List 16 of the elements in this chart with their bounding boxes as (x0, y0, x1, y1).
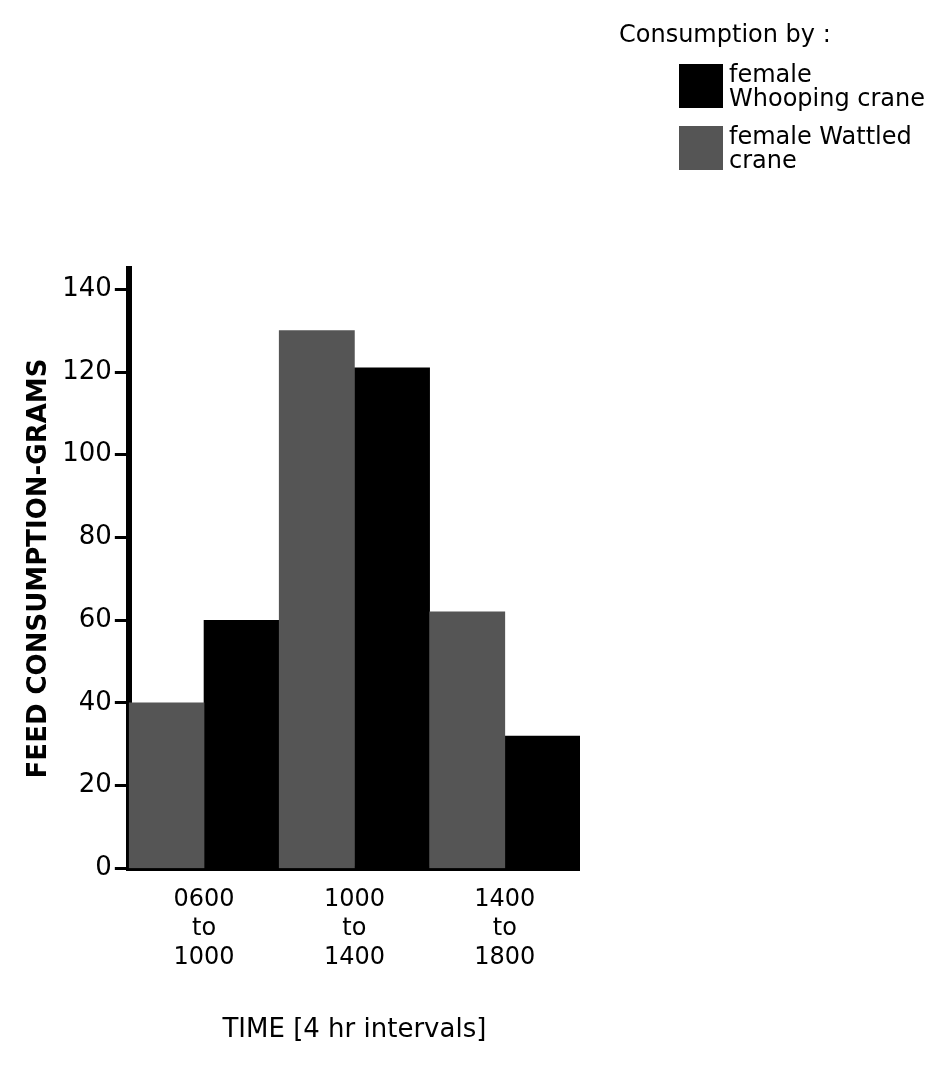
y-tick-label: 20 (78, 768, 112, 799)
x-tick-label: 1400 to 1800 (474, 884, 536, 970)
legend-title: Consumption by : (619, 20, 832, 48)
legend-label: female Whooping crane (729, 60, 927, 112)
x-tick-label: 0600 to 1000 (173, 884, 235, 970)
y-tick-label: 100 (62, 437, 112, 468)
y-axis-title: FEED CONSUMPTION-GRAMS (22, 358, 53, 779)
y-tick-label: 80 (78, 520, 112, 551)
x-axis-title: TIME [4 hr intervals] (221, 1013, 487, 1044)
y-tick-label: 60 (78, 602, 112, 633)
y-tick-label: 0 (95, 851, 112, 882)
x-tick-label: 1000 to 1400 (323, 884, 385, 970)
y-tick-label: 120 (62, 354, 112, 385)
y-tick-label: 40 (78, 685, 112, 716)
legend-label: female Wattled crane (729, 122, 913, 174)
y-tick-label: 140 (62, 272, 112, 303)
